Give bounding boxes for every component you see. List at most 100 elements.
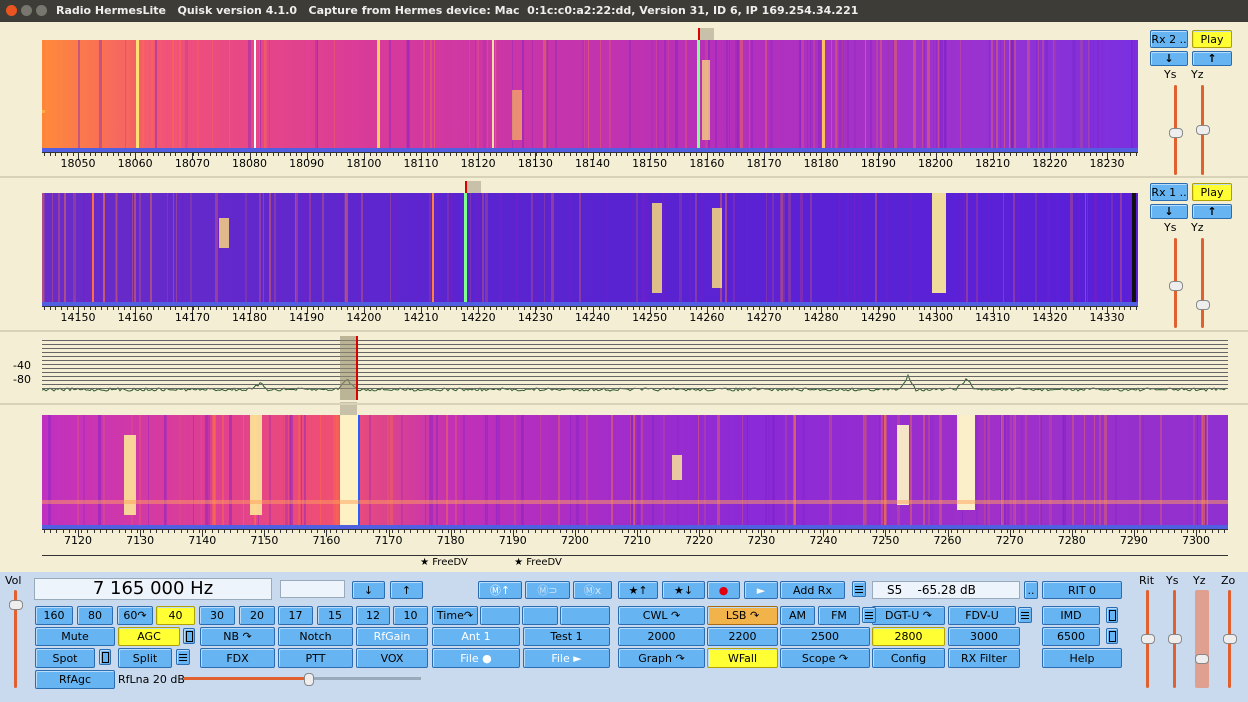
box-icon-button[interactable] <box>1106 628 1118 644</box>
control-button[interactable]: PTT <box>278 648 353 668</box>
control-button[interactable]: ↓ <box>352 581 385 599</box>
rx-button[interactable]: Rx 2 .. <box>1150 30 1188 48</box>
control-button[interactable]: AGC <box>118 627 180 646</box>
control-button[interactable]: 2800 <box>872 627 945 646</box>
rflna-knob[interactable] <box>304 673 314 686</box>
control-button[interactable]: Ⓜx <box>573 581 612 599</box>
control-button[interactable]: 17 <box>278 606 313 625</box>
control-button[interactable]: 2000 <box>618 627 705 646</box>
control-button[interactable]: .. <box>1024 581 1038 599</box>
control-button[interactable]: RfAgc <box>35 670 115 689</box>
control-button[interactable]: ★↓ <box>662 581 705 599</box>
control-button[interactable]: Time↷ <box>432 606 478 625</box>
control-button[interactable]: DGT-U ↷ <box>872 606 945 625</box>
rflna-slider[interactable] <box>184 677 309 680</box>
control-button[interactable]: ● <box>707 581 740 599</box>
control-button[interactable]: File ► <box>523 648 610 668</box>
list-icon-button[interactable] <box>862 607 876 623</box>
panel-knob[interactable] <box>1168 634 1182 644</box>
control-button[interactable]: ★↑ <box>618 581 658 599</box>
blank-button[interactable] <box>560 606 610 625</box>
control-button[interactable]: 30 <box>199 606 235 625</box>
control-button[interactable]: VOX <box>356 648 428 668</box>
signal-trace <box>377 40 380 148</box>
list-icon-button[interactable] <box>852 581 866 597</box>
control-button[interactable]: 160 <box>35 606 73 625</box>
box-icon-button[interactable] <box>1106 607 1118 623</box>
play-button[interactable]: Play <box>1192 183 1232 201</box>
control-button[interactable]: RX Filter <box>948 648 1020 668</box>
control-button[interactable]: Help <box>1042 648 1122 668</box>
control-button[interactable]: Ⓜ↑ <box>478 581 522 599</box>
control-button[interactable]: File ● <box>432 648 520 668</box>
vol-slider[interactable] <box>14 590 17 688</box>
vol-knob[interactable] <box>9 600 23 610</box>
control-button[interactable]: LSB ↷ <box>707 606 778 625</box>
control-button[interactable]: FDX <box>200 648 275 668</box>
control-button[interactable]: Spot <box>35 648 95 668</box>
control-button[interactable]: 40 <box>156 606 195 625</box>
down-button[interactable]: ↓ <box>1150 204 1188 219</box>
control-button[interactable]: 10 <box>393 606 428 625</box>
panel-knob[interactable] <box>1223 634 1237 644</box>
control-button[interactable]: NB ↷ <box>200 627 275 646</box>
control-button[interactable]: 60↷ <box>117 606 153 625</box>
list-icon-button[interactable] <box>1018 607 1032 623</box>
yz-knob[interactable] <box>1196 300 1210 310</box>
entry-field[interactable] <box>280 580 345 598</box>
box-icon-button[interactable] <box>183 628 195 644</box>
control-button[interactable]: Mute <box>35 627 115 646</box>
yz-slider[interactable] <box>1201 238 1204 328</box>
control-button[interactable]: IMD <box>1042 606 1100 625</box>
close-button[interactable] <box>6 5 17 16</box>
control-button[interactable]: WFall <box>707 648 778 668</box>
control-button[interactable]: 6500 <box>1042 627 1100 646</box>
list-icon-button[interactable] <box>176 649 190 665</box>
yz-knob[interactable] <box>1196 125 1210 135</box>
control-button[interactable]: ↑ <box>390 581 423 599</box>
control-button[interactable]: AM <box>780 606 815 625</box>
control-button[interactable]: FM <box>818 606 860 625</box>
control-button[interactable]: 12 <box>356 606 390 625</box>
minimize-button[interactable] <box>21 5 32 16</box>
control-button[interactable]: 2500 <box>780 627 870 646</box>
play-button[interactable]: Play <box>1192 30 1232 48</box>
control-button[interactable]: 15 <box>317 606 353 625</box>
panel-knob[interactable] <box>1195 654 1209 664</box>
control-button[interactable]: Ant 1 <box>432 627 520 646</box>
control-button[interactable]: 80 <box>77 606 113 625</box>
control-button[interactable]: FDV-U <box>948 606 1016 625</box>
control-button[interactable]: 3000 <box>948 627 1020 646</box>
control-button[interactable]: RIT 0 <box>1042 581 1122 599</box>
control-button[interactable]: Test 1 <box>523 627 610 646</box>
blank-button[interactable] <box>522 606 558 625</box>
panel-knob[interactable] <box>1141 634 1155 644</box>
minor-tick <box>324 306 326 310</box>
control-button[interactable]: Split <box>118 648 172 668</box>
control-button[interactable]: ► <box>744 581 778 599</box>
down-button[interactable]: ↓ <box>1150 51 1188 66</box>
control-button[interactable]: 20 <box>239 606 275 625</box>
control-button[interactable]: Add Rx <box>780 581 845 599</box>
maximize-button[interactable] <box>36 5 47 16</box>
rx-button[interactable]: Rx 1 .. <box>1150 183 1188 201</box>
control-button[interactable]: RfGain <box>356 627 428 646</box>
control-button[interactable]: Config <box>872 648 945 668</box>
box-icon-button[interactable] <box>99 649 111 665</box>
panel-slider[interactable] <box>1195 590 1209 688</box>
control-button[interactable]: 2200 <box>707 627 778 646</box>
noise-streak <box>652 415 654 525</box>
rflna-track[interactable] <box>309 677 421 680</box>
up-button[interactable]: ↑ <box>1192 204 1232 219</box>
control-button[interactable]: Scope ↷ <box>780 648 870 668</box>
minor-tick <box>604 306 606 310</box>
ys-knob[interactable] <box>1169 128 1183 138</box>
up-button[interactable]: ↑ <box>1192 51 1232 66</box>
noise-streak <box>735 40 738 148</box>
control-button[interactable]: Graph ↷ <box>618 648 705 668</box>
blank-button[interactable] <box>480 606 520 625</box>
control-button[interactable]: Notch <box>278 627 353 646</box>
control-button[interactable]: CWL ↷ <box>618 606 705 625</box>
ys-knob[interactable] <box>1169 281 1183 291</box>
control-button[interactable]: Ⓜ⊃ <box>525 581 570 599</box>
